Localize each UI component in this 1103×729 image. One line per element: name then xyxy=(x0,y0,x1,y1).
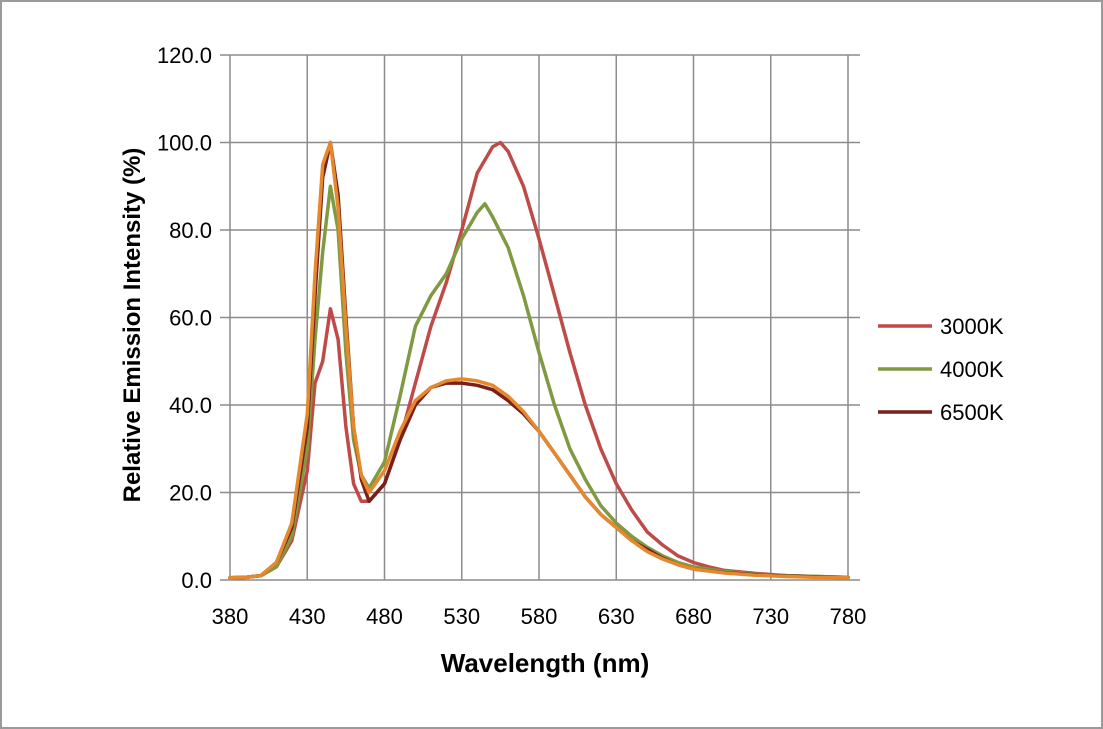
x-axis-ticks: 380 430 480 530 580 630 680 730 780 xyxy=(212,604,867,629)
x-tick-label: 380 xyxy=(212,604,249,629)
y-axis-label: Relative Emission Intensity (%) xyxy=(119,148,146,503)
legend-label: 3000K xyxy=(940,314,1004,339)
x-tick-label: 530 xyxy=(443,604,480,629)
x-tick-label: 480 xyxy=(366,604,403,629)
y-tick-label: 100.0 xyxy=(157,131,212,156)
legend-label: 4000K xyxy=(940,357,1004,382)
y-tick-label: 20.0 xyxy=(169,481,212,506)
x-tick-label: 580 xyxy=(521,604,558,629)
legend: 3000K 4000K 6500K xyxy=(878,314,1004,425)
x-tick-label: 430 xyxy=(289,604,326,629)
x-tick-label: 780 xyxy=(830,604,867,629)
grid-lines xyxy=(220,54,860,581)
x-tick-label: 680 xyxy=(675,604,712,629)
y-tick-label: 0.0 xyxy=(181,568,212,593)
series-lines xyxy=(228,140,850,580)
x-tick-label: 630 xyxy=(598,604,635,629)
series-line-unlabeled-3 xyxy=(228,140,850,580)
series-line-3000K xyxy=(228,140,850,580)
y-tick-label: 80.0 xyxy=(169,218,212,243)
y-tick-label: 60.0 xyxy=(169,306,212,331)
series-line-4000K xyxy=(228,184,850,580)
y-axis-ticks: 0.0 20.0 40.0 60.0 80.0 100.0 120.0 xyxy=(157,43,212,593)
x-tick-label: 730 xyxy=(752,604,789,629)
legend-label: 6500K xyxy=(940,400,1004,425)
x-axis-label: Wavelength (nm) xyxy=(441,648,649,678)
y-tick-label: 40.0 xyxy=(169,393,212,418)
y-tick-label: 120.0 xyxy=(157,43,212,68)
